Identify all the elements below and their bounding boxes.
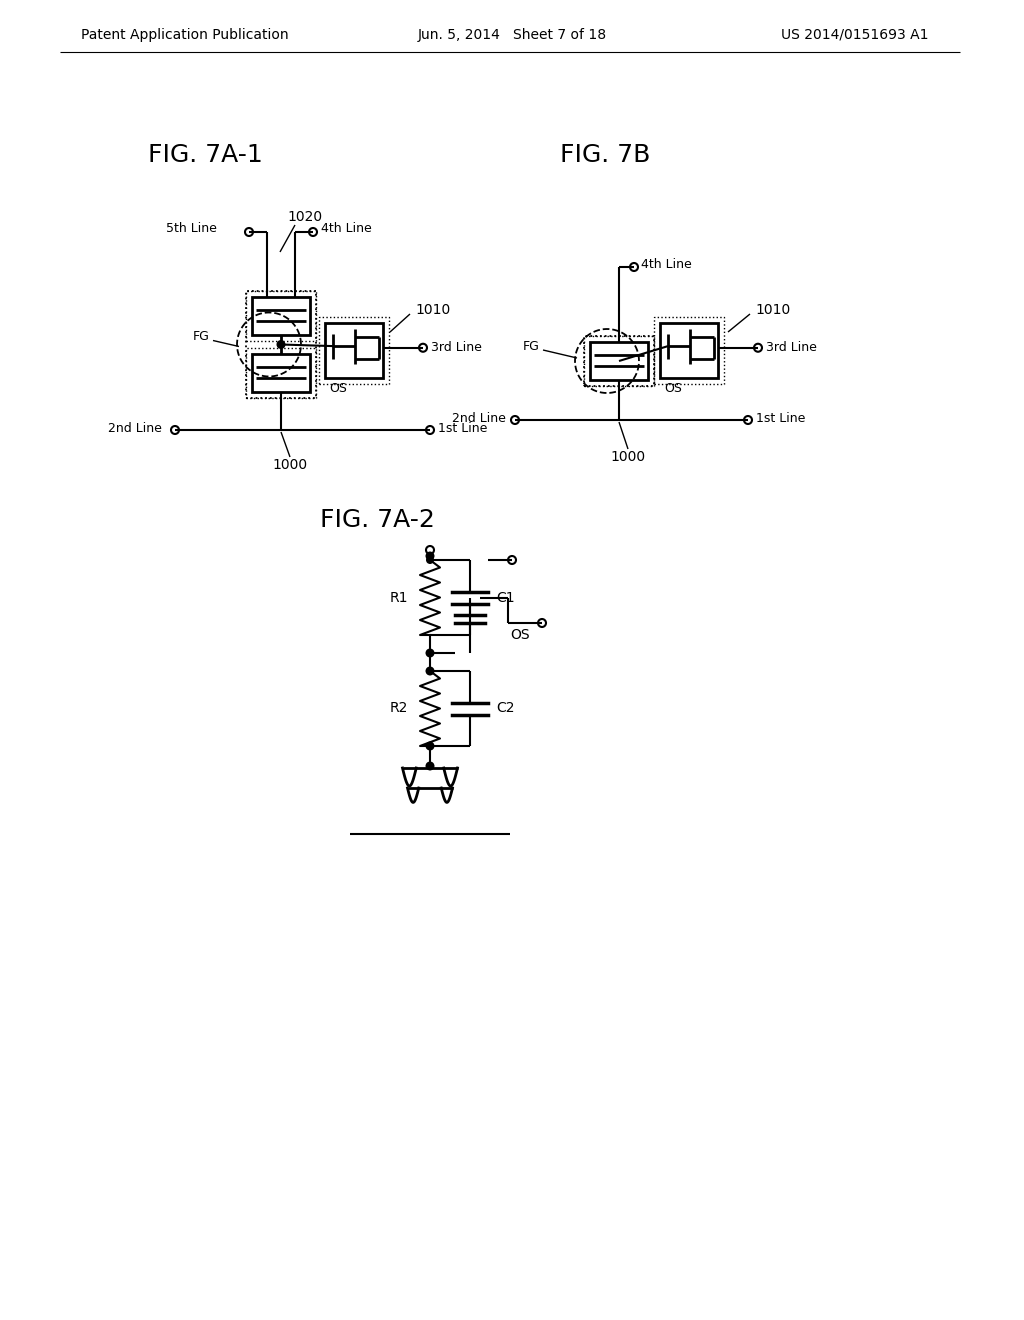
Circle shape — [171, 426, 179, 434]
Text: 1020: 1020 — [288, 210, 323, 224]
Text: 4th Line: 4th Line — [641, 259, 692, 272]
Text: R2: R2 — [389, 701, 408, 715]
Circle shape — [538, 619, 546, 627]
Circle shape — [426, 426, 434, 434]
Bar — [325, 323, 383, 378]
Bar — [246, 290, 316, 341]
Text: C1: C1 — [496, 590, 515, 605]
Text: OS: OS — [510, 628, 529, 642]
Circle shape — [276, 341, 286, 348]
Text: 1010: 1010 — [415, 304, 451, 317]
Bar — [246, 348, 316, 399]
Bar — [590, 342, 648, 380]
Text: FIG. 7B: FIG. 7B — [560, 143, 650, 168]
Bar — [252, 297, 310, 335]
Text: R1: R1 — [389, 590, 408, 605]
Text: US 2014/0151693 A1: US 2014/0151693 A1 — [781, 28, 929, 42]
Circle shape — [508, 556, 516, 564]
Text: 1000: 1000 — [272, 458, 307, 473]
Circle shape — [426, 762, 434, 771]
Circle shape — [426, 552, 434, 561]
Bar — [246, 290, 316, 399]
Bar — [584, 337, 654, 385]
Circle shape — [511, 416, 519, 424]
Circle shape — [426, 742, 434, 751]
Text: OS: OS — [329, 381, 347, 395]
Text: 2nd Line: 2nd Line — [453, 412, 506, 425]
Text: 1010: 1010 — [755, 304, 791, 317]
Text: 1st Line: 1st Line — [756, 412, 805, 425]
Circle shape — [245, 228, 253, 236]
Text: 2nd Line: 2nd Line — [109, 421, 162, 434]
Circle shape — [426, 648, 434, 657]
Circle shape — [426, 546, 434, 554]
Circle shape — [426, 556, 434, 564]
Text: 4th Line: 4th Line — [321, 223, 372, 235]
Bar — [584, 337, 654, 385]
Bar — [319, 317, 389, 384]
Text: FG: FG — [523, 339, 540, 352]
Circle shape — [419, 343, 427, 351]
Circle shape — [744, 416, 752, 424]
Text: 1000: 1000 — [610, 450, 645, 465]
Bar — [252, 354, 310, 392]
Text: 3rd Line: 3rd Line — [766, 342, 817, 354]
Text: FG: FG — [194, 330, 210, 343]
Bar — [654, 317, 724, 384]
Text: FIG. 7A-1: FIG. 7A-1 — [147, 143, 262, 168]
Circle shape — [754, 343, 762, 351]
Bar — [660, 323, 718, 378]
Circle shape — [630, 263, 638, 271]
Text: OS: OS — [664, 381, 682, 395]
Text: Patent Application Publication: Patent Application Publication — [81, 28, 289, 42]
Circle shape — [309, 228, 317, 236]
Text: 1st Line: 1st Line — [438, 421, 487, 434]
Text: C2: C2 — [496, 701, 514, 715]
Text: FIG. 7A-2: FIG. 7A-2 — [319, 508, 435, 532]
Circle shape — [426, 667, 434, 676]
Text: Jun. 5, 2014   Sheet 7 of 18: Jun. 5, 2014 Sheet 7 of 18 — [418, 28, 606, 42]
Text: 3rd Line: 3rd Line — [431, 342, 482, 354]
Text: 5th Line: 5th Line — [166, 223, 217, 235]
